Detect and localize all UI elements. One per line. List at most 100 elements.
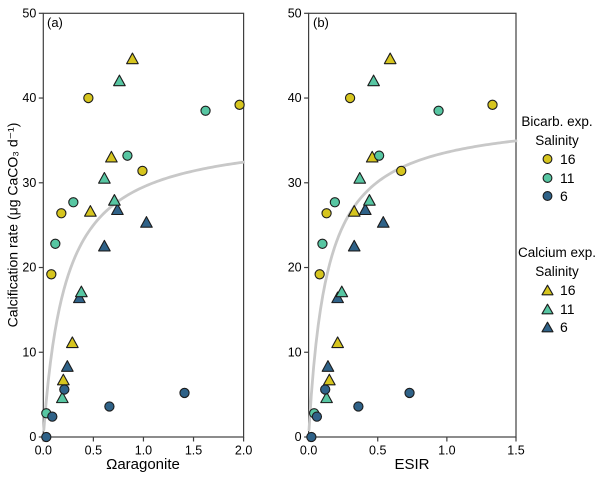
- y-tick-label: 10: [288, 345, 302, 359]
- x-tick-label: 1.5: [507, 444, 524, 458]
- data-point-circle: [41, 431, 52, 443]
- data-point-triangle: [383, 52, 397, 65]
- data-point-circle: [404, 387, 415, 399]
- legend-item-bicarb-16: 16: [514, 150, 600, 169]
- data-point-triangle: [113, 74, 126, 87]
- y-tick-label: 30: [22, 176, 36, 190]
- y-axis-title: Calcification rate (μg CaCO₃ d⁻¹): [4, 122, 21, 328]
- x-tick-label: 0.0: [300, 444, 317, 458]
- x-tick-label: 0.0: [35, 444, 52, 458]
- data-point-circle: [47, 411, 58, 422]
- triangle-marker-icon: [541, 321, 554, 333]
- triangle-marker-icon: [541, 284, 554, 296]
- y-tick-label: 50: [22, 7, 36, 21]
- data-point-circle: [311, 411, 323, 422]
- legend-item-label: 16: [560, 151, 576, 168]
- data-point-circle: [396, 165, 407, 177]
- data-point-triangle: [331, 336, 344, 349]
- data-point-circle: [373, 150, 385, 161]
- x-tick-label: 0.5: [85, 444, 102, 458]
- x-tick-label: 1.0: [135, 444, 152, 458]
- data-point-triangle: [126, 52, 139, 65]
- y-tick-label: 0: [295, 430, 302, 444]
- data-point-circle: [50, 238, 61, 249]
- legend-bicarb-subtitle: Salinity: [535, 133, 579, 148]
- x-axis-title-b: ESIR: [394, 456, 430, 473]
- y-tick-label: 40: [22, 91, 36, 105]
- data-point-triangle: [56, 373, 70, 386]
- legend-item-calcium-11: 11: [514, 300, 600, 319]
- data-point-circle: [321, 208, 332, 219]
- legend-item-bicarb-6: 6: [514, 187, 600, 206]
- data-point-triangle: [331, 291, 344, 304]
- circle-marker-icon: [541, 153, 554, 165]
- data-point-triangle: [321, 360, 335, 372]
- circle-marker-icon: [541, 172, 554, 184]
- data-point-triangle: [75, 285, 88, 298]
- y-tick-label: 50: [288, 7, 302, 21]
- data-point-circle: [317, 238, 328, 249]
- legend-item-calcium-6: 6: [514, 318, 600, 337]
- legend-calcium-title: Calcium exp.: [517, 245, 597, 260]
- data-point-circle: [234, 99, 245, 110]
- data-point-circle: [314, 269, 325, 280]
- data-point-circle: [104, 401, 115, 412]
- fit-curve: [42, 160, 245, 432]
- data-point-circle: [200, 105, 211, 116]
- data-point-triangle: [335, 285, 349, 298]
- panel-b-label: (b): [313, 15, 329, 30]
- data-point-triangle: [55, 391, 69, 404]
- y-tick-label: 30: [288, 176, 302, 190]
- y-tick-label: 20: [22, 261, 36, 275]
- data-point-circle: [137, 165, 148, 177]
- legend-item-label: 6: [560, 319, 568, 336]
- x-tick-label: 2.0: [235, 444, 252, 458]
- data-point-triangle: [320, 391, 333, 404]
- data-point-triangle: [353, 171, 367, 184]
- data-point-triangle: [98, 171, 111, 184]
- data-point-triangle: [347, 239, 361, 252]
- legend-item-label: 16: [560, 282, 576, 299]
- data-point-triangle: [140, 216, 153, 228]
- circle-marker-icon: [541, 190, 554, 202]
- panel-a-label: (a): [47, 15, 63, 30]
- y-tick-label: 0: [29, 430, 36, 444]
- data-point-circle: [433, 105, 444, 116]
- data-point-triangle: [65, 336, 79, 349]
- legend-item-bicarb-11: 11: [514, 169, 600, 188]
- legend-calcium-subtitle: Salinity: [535, 264, 579, 279]
- data-point-triangle: [363, 194, 376, 206]
- fit-curve: [307, 139, 518, 432]
- legend-item-label: 11: [560, 300, 575, 317]
- data-point-circle: [329, 197, 341, 208]
- data-point-circle: [344, 92, 356, 104]
- panel-b-plot: 0.0 0.5 1.0 1.5 0 10 20 30 40 50: [288, 7, 525, 458]
- legend-bicarb: Bicarb. exp. Salinity 16 11 6: [514, 112, 600, 206]
- y-tick-label: 10: [22, 345, 36, 359]
- legend-item-calcium-16: 16: [514, 281, 600, 300]
- data-point-circle: [56, 208, 67, 219]
- x-axis-title-a: Ωaragonite: [106, 456, 180, 473]
- x-tick-label: 1.0: [438, 444, 455, 458]
- data-point-circle: [306, 431, 317, 443]
- data-point-triangle: [84, 205, 97, 217]
- legend-calcium: Calcium exp. Salinity 16 11 6: [514, 243, 600, 337]
- data-point-triangle: [322, 373, 336, 386]
- data-point-circle: [487, 99, 498, 110]
- data-point-circle: [353, 401, 364, 412]
- data-point-circle: [59, 384, 70, 395]
- data-point-triangle: [98, 239, 111, 252]
- y-tick-label: 20: [288, 261, 302, 275]
- data-point-triangle: [111, 203, 124, 216]
- data-point-triangle: [347, 205, 361, 217]
- data-point-circle: [122, 150, 133, 161]
- plot-frame: [308, 12, 517, 438]
- data-point-circle: [68, 197, 79, 208]
- data-point-triangle: [358, 203, 372, 216]
- legend-bicarb-title: Bicarb. exp.: [521, 114, 593, 129]
- triangle-marker-icon: [541, 303, 554, 315]
- data-point-triangle: [73, 291, 86, 304]
- x-tick-label: 0.5: [369, 444, 386, 458]
- y-tick-label: 40: [288, 91, 302, 105]
